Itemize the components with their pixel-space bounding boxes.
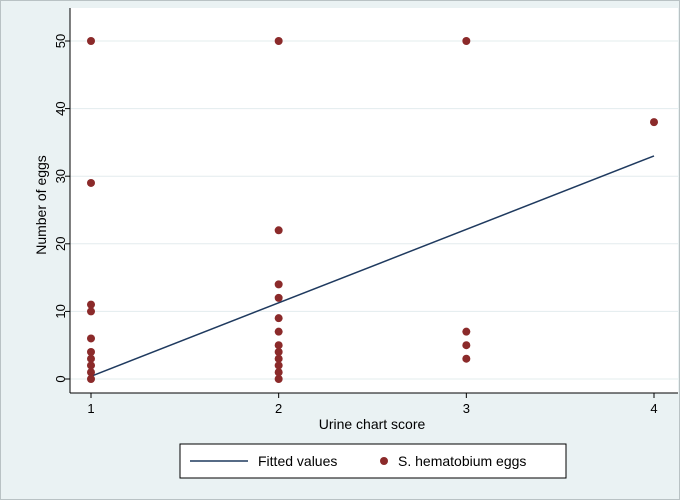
egg-point-2: [87, 300, 95, 309]
x-ticks: 1 2 3 4: [87, 393, 658, 416]
axes: [69, 8, 678, 394]
fitted-values-line: [90, 155, 655, 377]
x-axis-title: Urine chart score: [319, 416, 426, 432]
egg-point-12: [274, 280, 283, 289]
egg-point-15: [274, 327, 283, 336]
legend: Fitted values S. hematobium eggs: [179, 443, 567, 479]
egg-point-21: [274, 375, 283, 383]
egg-point-25: [462, 354, 471, 363]
egg-point-4: [87, 334, 95, 343]
plot-area: [70, 8, 678, 393]
legend-eggs-swatch: [380, 457, 388, 465]
grid-lines: [70, 40, 678, 380]
egg-point-26: [650, 118, 658, 127]
y-tick-label-50: 50: [53, 34, 68, 48]
egg-point-13: [274, 293, 283, 302]
egg-point-11: [274, 226, 283, 235]
egg-point-22: [462, 37, 471, 45]
egg-point-5: [87, 347, 95, 356]
x-tick-label-4: 4: [650, 401, 657, 416]
y-tick-label-0: 0: [53, 375, 68, 382]
fitted-line-layer: [90, 155, 655, 377]
egg-point-1: [87, 178, 95, 187]
egg-point-19: [274, 361, 283, 370]
egg-point-16: [274, 341, 283, 350]
egg-point-24: [462, 341, 471, 350]
legend-fitted-label: Fitted values: [258, 453, 337, 469]
y-tick-label-20: 20: [53, 237, 68, 251]
legend-eggs-label: S. hematobium eggs: [398, 453, 526, 469]
egg-point-18: [274, 354, 283, 363]
egg-point-0: [87, 37, 95, 45]
x-tick-label-3: 3: [463, 401, 470, 416]
y-axis-title: Number of eggs: [33, 155, 49, 255]
x-tick-label-1: 1: [87, 401, 94, 416]
scatter-points-layer: [87, 37, 658, 383]
egg-point-14: [274, 314, 283, 323]
egg-point-23: [462, 327, 471, 336]
egg-point-17: [274, 347, 283, 356]
y-tick-label-30: 30: [53, 169, 68, 183]
egg-point-6: [87, 354, 95, 363]
x-tick-label-2: 2: [275, 401, 282, 416]
egg-point-9: [87, 375, 95, 383]
egg-point-10: [274, 37, 283, 45]
egg-point-8: [87, 368, 95, 377]
egg-point-7: [87, 361, 95, 370]
y-tick-label-10: 10: [53, 304, 68, 318]
y-ticks: 0 10 20 30 40 50: [53, 34, 70, 383]
egg-point-3: [87, 307, 95, 316]
y-tick-label-40: 40: [53, 101, 68, 115]
egg-point-20: [274, 368, 283, 377]
